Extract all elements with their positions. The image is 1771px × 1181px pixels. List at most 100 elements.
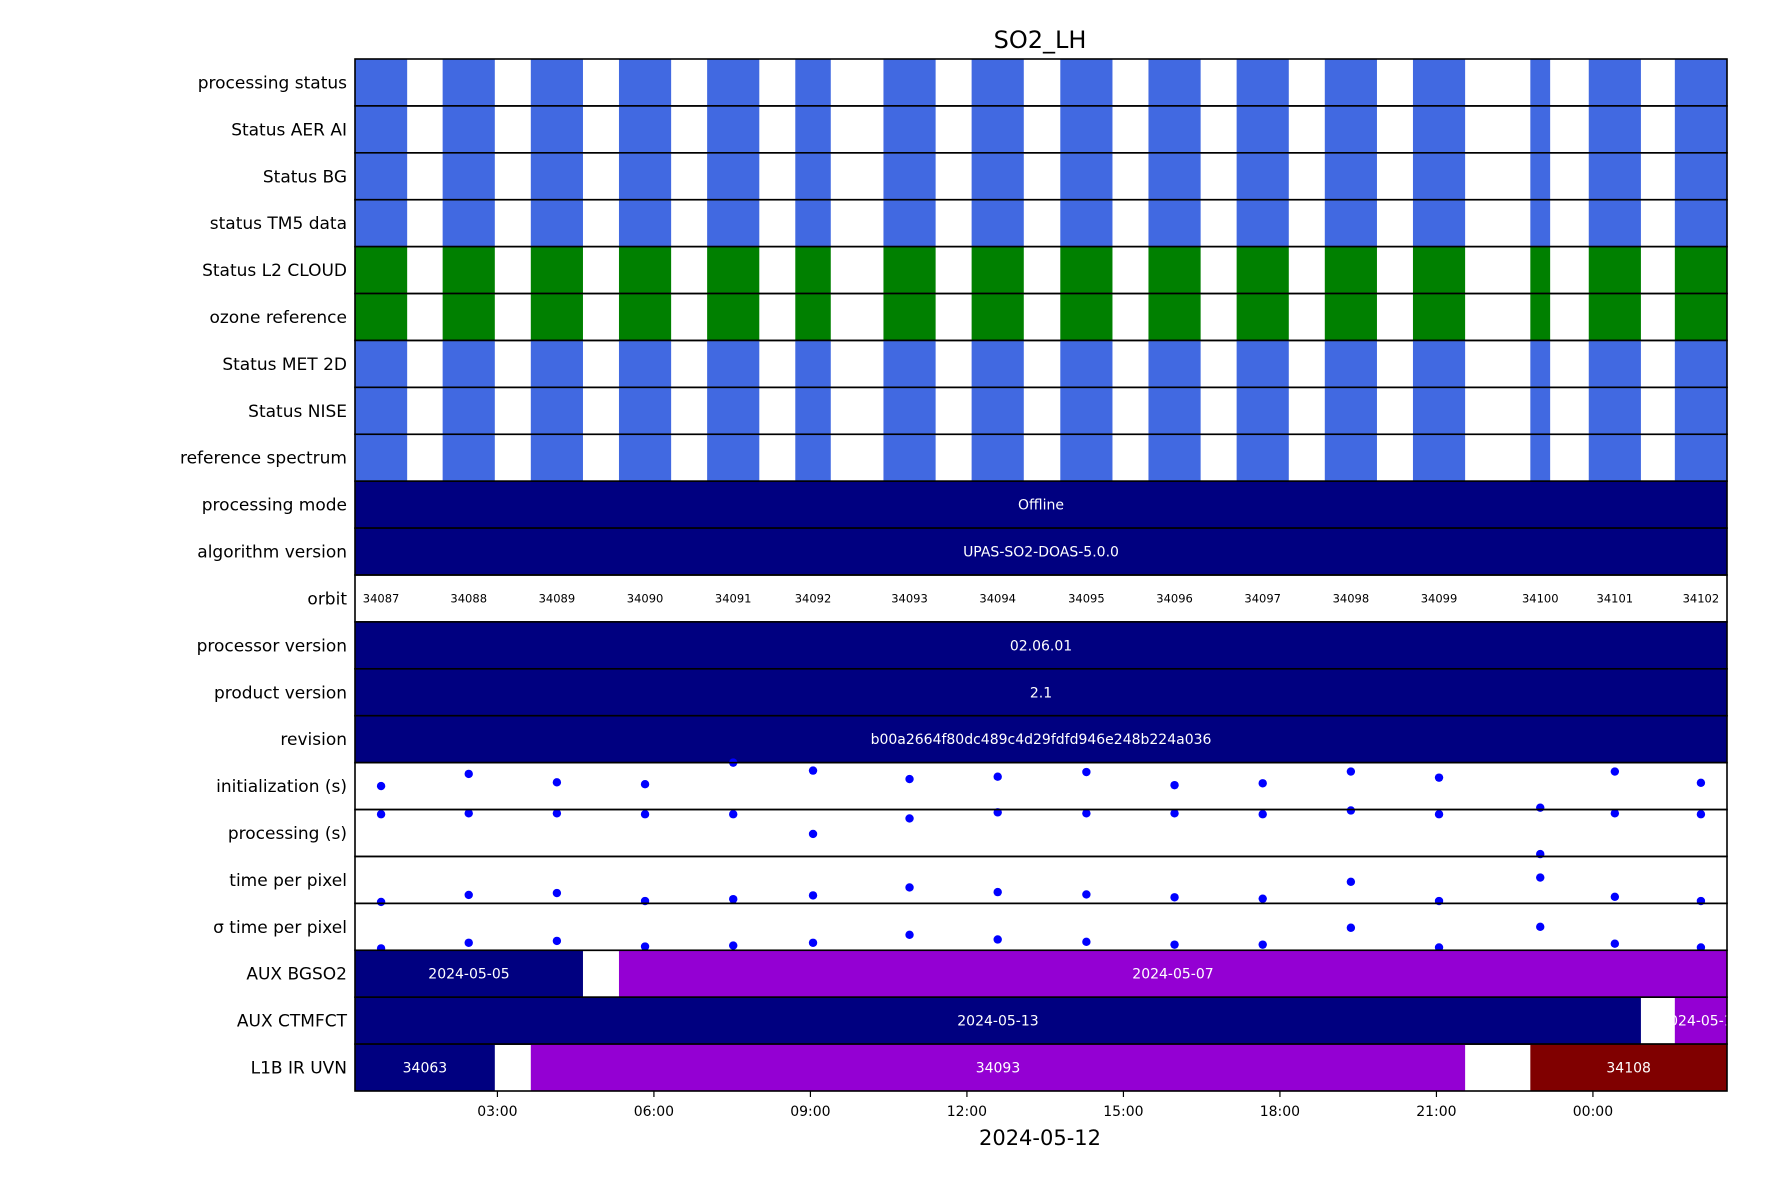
data-point — [552, 778, 562, 787]
data-point — [1082, 890, 1091, 899]
row-7: Status NISE — [248, 386, 1728, 436]
data-point — [1258, 940, 1267, 949]
x-tick-label: 18:00 — [1260, 1104, 1300, 1120]
row-frame — [354, 808, 1728, 858]
status-block — [1236, 59, 1289, 106]
data-point — [464, 938, 473, 947]
status-block — [971, 199, 1024, 247]
row-label: time per pixel — [229, 871, 347, 891]
data-point — [1170, 940, 1179, 949]
x-tick-label: 00:00 — [1573, 1104, 1613, 1120]
status-block — [530, 59, 583, 106]
status-block — [971, 434, 1024, 482]
orbit-number: 34088 — [450, 591, 487, 605]
status-block — [1530, 434, 1551, 482]
row-label: Status BG — [263, 167, 347, 187]
orbit-number: 34097 — [1244, 591, 1281, 605]
row-20: AUX CTMFCT 2024-05-13 2024-05-14 — [237, 996, 1728, 1045]
data-point — [993, 772, 1002, 781]
row-13: product version 2.1 — [214, 668, 1728, 717]
status-block — [795, 387, 831, 435]
status-block — [530, 246, 583, 294]
status-block — [1148, 152, 1201, 200]
orbit-number: 34094 — [979, 591, 1016, 605]
row-label: L1B IR UVN — [251, 1059, 347, 1079]
row-frame — [354, 761, 1728, 811]
status-block — [707, 105, 760, 153]
data-point — [640, 780, 650, 789]
status-block — [795, 105, 831, 153]
data-point — [640, 942, 650, 951]
data-point — [1082, 937, 1091, 947]
data-point — [1536, 873, 1545, 882]
segment-label: 2024-05-05 — [428, 967, 509, 983]
status-block — [530, 293, 583, 341]
row-body — [355, 434, 1727, 482]
data-point — [1610, 809, 1620, 818]
status-block — [442, 105, 495, 153]
status-block — [618, 105, 672, 153]
row-frame — [354, 1043, 1728, 1092]
status-block — [1060, 434, 1113, 482]
data-point — [729, 810, 738, 819]
status-block — [1148, 340, 1201, 388]
status-block — [1530, 246, 1551, 294]
row-body — [355, 293, 1727, 341]
status-block — [618, 387, 672, 435]
status-block — [707, 387, 760, 435]
status-block — [1674, 59, 1727, 106]
row-label: revision — [280, 730, 347, 750]
status-block — [795, 199, 831, 247]
data-point — [1258, 779, 1267, 788]
status-block — [1412, 105, 1466, 153]
orbit-number: 34090 — [627, 591, 664, 605]
data-point — [1170, 780, 1179, 790]
status-block — [883, 199, 936, 247]
status-block — [1236, 434, 1289, 482]
status-block — [1060, 105, 1113, 153]
status-block — [1148, 199, 1201, 247]
row-label: AUX BGSO2 — [246, 965, 347, 985]
status-block — [1148, 387, 1201, 435]
status-block — [883, 293, 936, 341]
segment-label: 34063 — [403, 1061, 448, 1077]
data-point — [552, 809, 562, 818]
segment-bar — [355, 1044, 495, 1091]
orbit-number: 34102 — [1683, 591, 1720, 605]
orbit-number: 34098 — [1333, 591, 1370, 605]
row-body: 34063 34093 34108 — [355, 1044, 1727, 1091]
data-point — [1536, 922, 1545, 932]
status-block — [530, 105, 583, 153]
segment-bar — [530, 1044, 1466, 1091]
status-block — [355, 434, 408, 482]
row-17: time per pixel — [229, 855, 1728, 907]
data-point — [464, 890, 473, 900]
status-block — [1530, 199, 1551, 247]
data-point — [729, 894, 738, 904]
segment-bar — [1530, 1044, 1727, 1091]
status-block — [707, 152, 760, 200]
status-block — [707, 340, 760, 388]
data-point — [1610, 767, 1620, 776]
data-point — [905, 774, 914, 784]
data-point — [993, 935, 1002, 944]
segment-label: 2024-05-07 — [1132, 967, 1213, 983]
data-point — [1170, 809, 1179, 818]
orbit-number: 34100 — [1522, 591, 1559, 605]
row-label: initialization (s) — [216, 777, 347, 797]
row-label: product version — [214, 683, 347, 703]
data-point — [808, 766, 818, 775]
status-block — [355, 293, 408, 341]
status-block — [1060, 387, 1113, 435]
row-3: status TM5 data — [210, 198, 1728, 248]
status-block — [1060, 293, 1113, 341]
status-block — [1236, 246, 1289, 294]
orbit-number: 34092 — [795, 591, 832, 605]
data-point — [1696, 778, 1706, 788]
row-frame — [354, 902, 1728, 952]
x-axis: 03:00 06:00 09:00 12:00 15:00 18:00 21:00 00:00 — [477, 1091, 1613, 1120]
row-label: Status MET 2D — [222, 355, 347, 375]
x-axis-label: 2024-05-12 — [979, 1126, 1101, 1150]
status-block — [1148, 105, 1201, 153]
row-label: Status NISE — [248, 402, 347, 422]
